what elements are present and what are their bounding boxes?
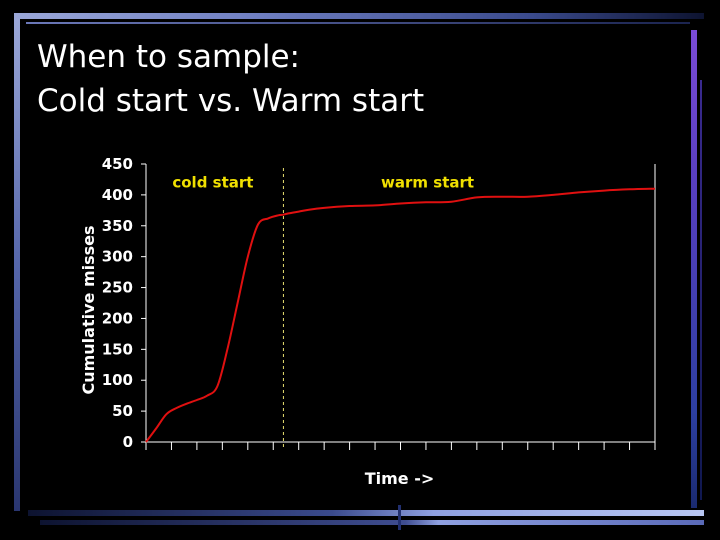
y-tick-label: 350 <box>102 217 133 235</box>
plot-area: 0 50 100 150 200 250 300 350 400 450 cold start wa… <box>102 155 656 451</box>
bottom-border-bar <box>28 510 704 516</box>
slide-title-line-1: When to sample: <box>37 39 301 75</box>
y-tick-label: 450 <box>102 155 133 173</box>
x-axis-title: Time -> <box>365 469 435 488</box>
right-border-bar <box>691 30 697 508</box>
y-tick-label: 150 <box>102 340 133 358</box>
series-line-cumulative-misses <box>145 187 656 443</box>
y-tick-label: 100 <box>102 371 133 389</box>
top-border-thin <box>26 22 690 24</box>
y-tick-label: 250 <box>102 279 133 297</box>
slide-title-line-2: Cold start vs. Warm start <box>37 83 425 119</box>
left-border-bar <box>14 19 20 511</box>
y-ticks: 0 50 100 150 200 250 300 350 400 450 <box>102 155 146 451</box>
y-tick-label: 400 <box>102 186 133 204</box>
annotations: cold start warm start <box>172 174 474 192</box>
annotation-label: warm start <box>381 174 474 192</box>
y-tick-label: 300 <box>102 248 133 266</box>
bottom-border-bar-2 <box>40 520 704 525</box>
right-border-thin <box>700 80 702 500</box>
bottom-border-tick <box>398 505 401 530</box>
top-border-bar <box>14 13 704 19</box>
y-axis-title: Cumulative misses <box>79 225 98 394</box>
annotation-label: cold start <box>172 174 253 192</box>
y-tick-label: 0 <box>123 433 133 451</box>
y-tick-label: 200 <box>102 309 133 327</box>
x-ticks <box>145 442 656 450</box>
y-tick-label: 50 <box>112 402 133 420</box>
